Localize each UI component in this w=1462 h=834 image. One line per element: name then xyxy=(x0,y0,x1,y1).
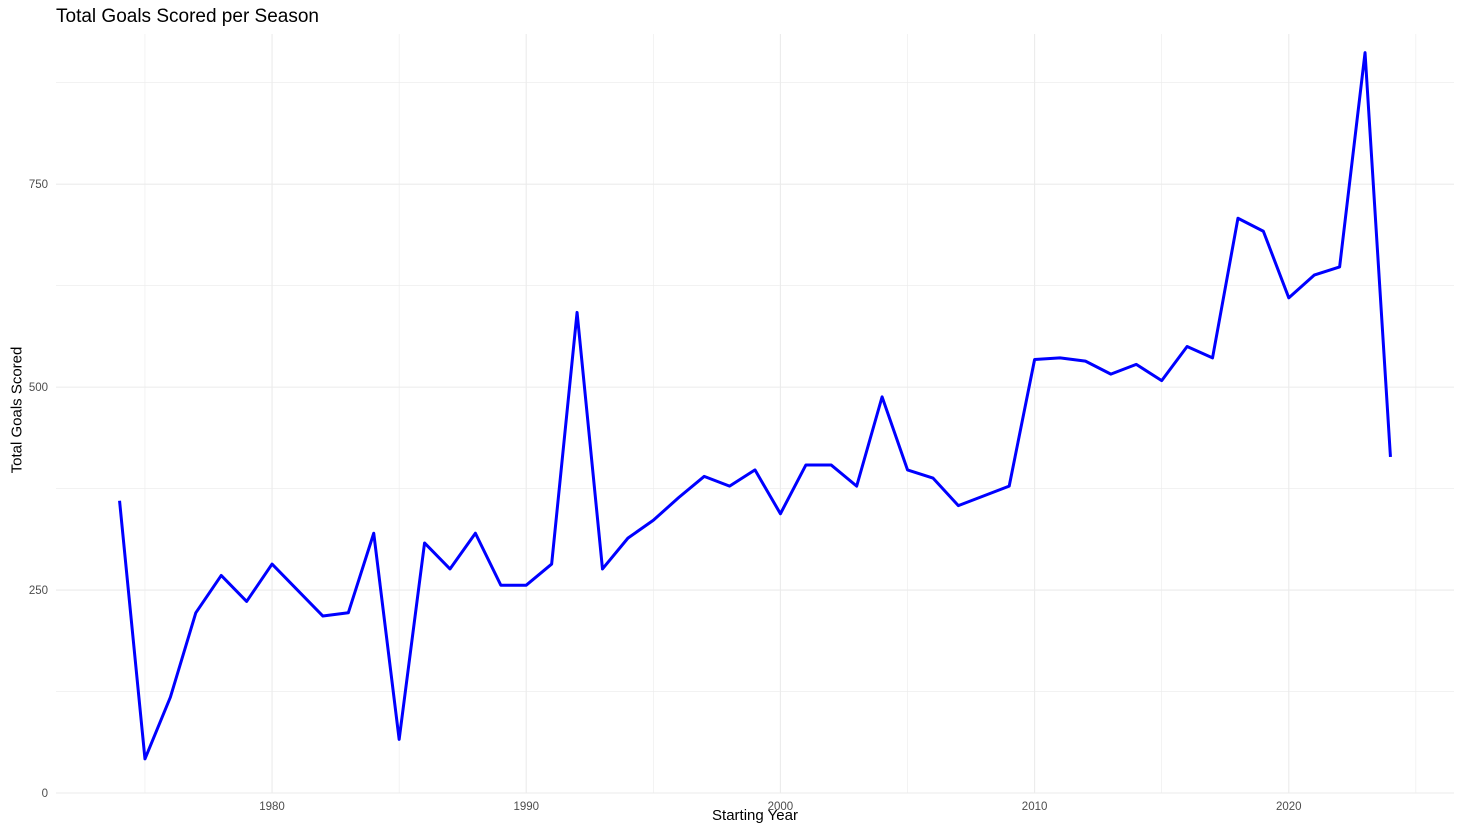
series-line-total-goals xyxy=(118,51,1392,761)
x-axis-title: Starting Year xyxy=(712,807,798,824)
x-tick-label: 2000 xyxy=(768,801,794,813)
x-tick-label: 1980 xyxy=(259,801,285,813)
chart-title: Total Goals Scored per Season xyxy=(56,6,319,27)
x-tick-label: 1990 xyxy=(513,801,539,813)
y-axis-title: Total Goals Scored xyxy=(8,346,26,474)
x-tick-label: 2010 xyxy=(1022,801,1048,813)
y-tick-label: 250 xyxy=(29,585,48,597)
y-tick-label: 750 xyxy=(29,179,48,191)
y-tick-label: 500 xyxy=(29,382,48,394)
x-tick-label: 2020 xyxy=(1276,801,1302,813)
y-tick-label: 0 xyxy=(42,788,48,800)
